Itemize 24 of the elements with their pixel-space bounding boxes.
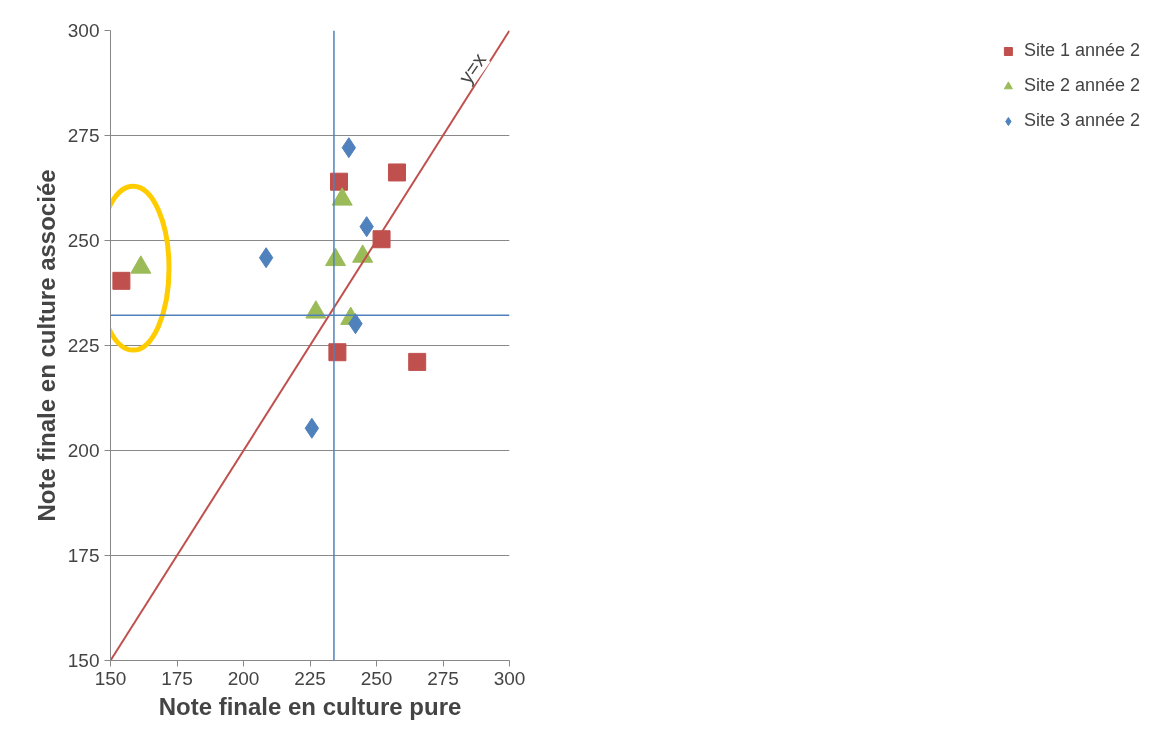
y-tick-label: 175 xyxy=(67,545,100,566)
y-tick-label: 200 xyxy=(67,440,100,461)
y-tick-label: 225 xyxy=(67,335,100,356)
point xyxy=(304,417,320,439)
point xyxy=(372,230,391,249)
y-tick-label: 250 xyxy=(67,230,100,251)
point xyxy=(112,271,131,290)
point xyxy=(387,163,406,182)
y-axis-title: Note finale en culture associée xyxy=(32,169,60,522)
legend-label: Site 1 année 2 xyxy=(1023,40,1140,61)
x-tick-label: 175 xyxy=(161,667,193,689)
x-axis-title: Note finale en culture pure xyxy=(158,692,462,720)
x-tick-label: 200 xyxy=(227,667,260,689)
x-tick-label: 225 xyxy=(294,667,326,689)
y-tick-label: 300 xyxy=(67,20,100,41)
x-tick-label: 275 xyxy=(427,667,459,689)
legend-label: Site 2 année 2 xyxy=(1023,75,1140,96)
x-tick-label: 250 xyxy=(360,667,393,689)
point xyxy=(408,352,427,371)
x-tick-label: 300 xyxy=(493,667,526,689)
annotation: y=x xyxy=(454,49,491,88)
point xyxy=(258,247,274,269)
y-tick-label: 275 xyxy=(67,125,100,146)
legend-label: Site 3 année 2 xyxy=(1023,110,1140,131)
